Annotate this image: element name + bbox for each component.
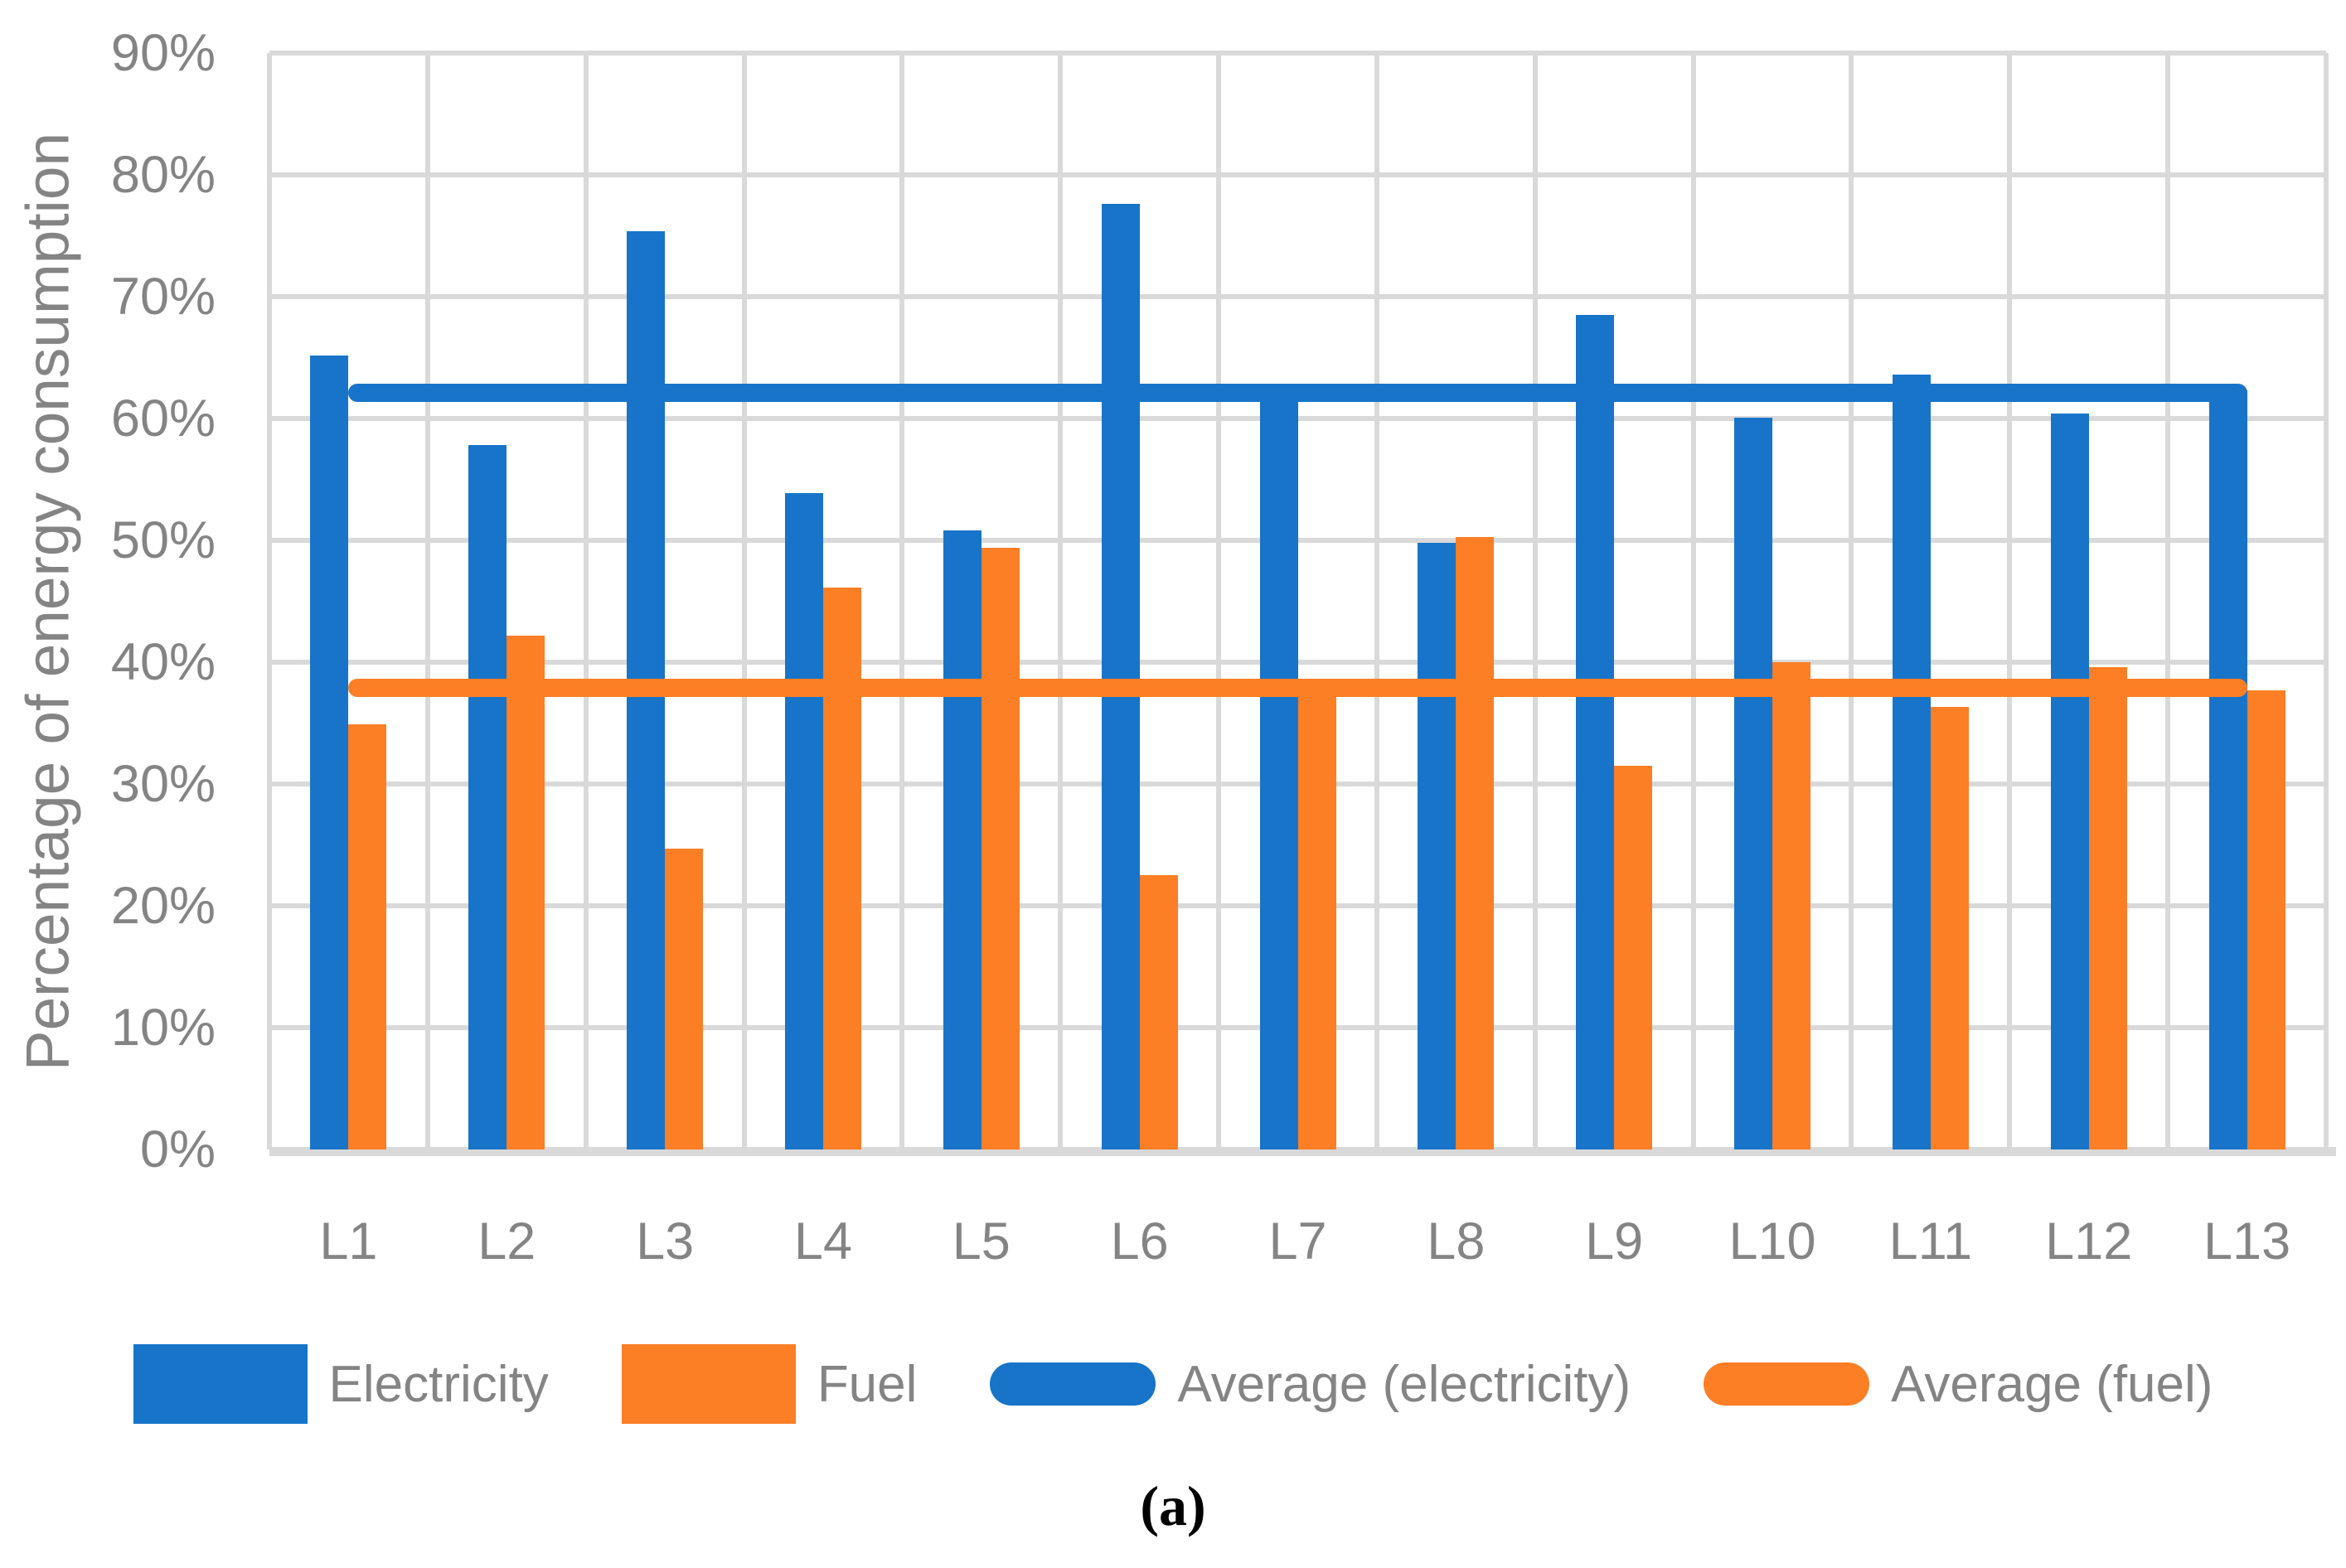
xtick-L3: L3 — [636, 1212, 695, 1270]
gridline-v-5 — [1058, 53, 1064, 1149]
average-electricity-line-swatch — [990, 1362, 1156, 1406]
electricity-swatch — [133, 1344, 308, 1424]
gridline-v-8 — [1532, 53, 1538, 1149]
bar-electricity-L9 — [1576, 315, 1615, 1149]
bar-electricity-L2 — [468, 445, 507, 1149]
gridline-v-12 — [2165, 53, 2171, 1149]
bar-fuel-L13 — [2247, 690, 2285, 1149]
average-fuel-line — [348, 678, 2247, 697]
xtick-L8: L8 — [1427, 1212, 1486, 1270]
xtick-L4: L4 — [793, 1212, 852, 1270]
gridline-h-60 — [269, 416, 2326, 421]
fuel-swatch — [621, 1344, 796, 1424]
ytick-40: 40% — [110, 633, 216, 691]
ytick-30: 30% — [110, 755, 216, 813]
gridline-v-1 — [424, 53, 430, 1149]
bar-electricity-L5 — [943, 530, 982, 1149]
legend-item-average-electricity: Average (electricity) — [990, 1355, 1631, 1414]
bar-fuel-L1 — [348, 724, 387, 1149]
gridline-v-10 — [1849, 53, 1854, 1149]
legend-label-electricity: Electricity — [328, 1355, 549, 1413]
xtick-L10: L10 — [1728, 1212, 1816, 1270]
bar-electricity-L1 — [310, 355, 349, 1149]
gridline-h-90 — [269, 51, 2326, 56]
xtick-L1: L1 — [319, 1212, 378, 1270]
legend-item-average-fuel: Average (fuel) — [1704, 1355, 2213, 1414]
bar-electricity-L11 — [1892, 375, 1931, 1149]
bar-fuel-L5 — [981, 547, 1020, 1149]
bar-electricity-L12 — [2050, 414, 2089, 1149]
ytick-20: 20% — [110, 877, 216, 935]
average-electricity-line — [348, 384, 2247, 403]
gridline-v-13 — [2324, 53, 2329, 1149]
bar-electricity-L13 — [2208, 390, 2247, 1149]
bar-fuel-L3 — [665, 848, 704, 1149]
ytick-90: 90% — [110, 24, 216, 82]
xtick-L2: L2 — [477, 1212, 536, 1270]
bar-fuel-L7 — [1297, 687, 1336, 1149]
xtick-L6: L6 — [1110, 1212, 1169, 1270]
xtick-L7: L7 — [1268, 1212, 1327, 1270]
legend: Electricity Fuel Average (electricity) A… — [0, 1344, 2346, 1424]
legend-label-fuel: Fuel — [817, 1355, 918, 1413]
gridline-h-70 — [269, 294, 2326, 299]
gridline-v-7 — [1374, 53, 1379, 1149]
ytick-0: 0% — [139, 1120, 216, 1178]
ytick-70: 70% — [110, 268, 216, 326]
bar-fuel-L9 — [1614, 765, 1653, 1149]
xtick-L11: L11 — [1888, 1212, 1973, 1270]
gridline-v-4 — [899, 53, 905, 1149]
bar-fuel-L4 — [822, 588, 861, 1149]
bar-fuel-L8 — [1456, 536, 1495, 1149]
bar-electricity-L4 — [784, 492, 823, 1149]
gridline-h-80 — [269, 172, 2326, 177]
bar-electricity-L8 — [1418, 542, 1457, 1149]
gridline-v-0 — [267, 53, 272, 1149]
xtick-L12: L12 — [2045, 1212, 2133, 1270]
gridline-h-50 — [269, 538, 2326, 543]
bar-fuel-L12 — [2088, 666, 2127, 1149]
xtick-L5: L5 — [952, 1212, 1011, 1270]
legend-item-fuel: Fuel — [621, 1344, 918, 1424]
bar-fuel-L10 — [1772, 662, 1811, 1149]
gridline-v-3 — [741, 53, 747, 1149]
gridline-v-6 — [1216, 53, 1222, 1149]
average-fuel-line-swatch — [1704, 1362, 1870, 1406]
bar-fuel-L11 — [1930, 707, 1969, 1149]
xtick-L9: L9 — [1585, 1212, 1644, 1270]
xtick-L13: L13 — [2203, 1212, 2291, 1270]
ytick-80: 80% — [110, 146, 216, 204]
bar-fuel-L6 — [1139, 875, 1178, 1149]
bar-fuel-L2 — [507, 635, 545, 1149]
legend-label-average-electricity: Average (electricity) — [1177, 1355, 1631, 1413]
x-axis-line — [269, 1147, 2336, 1156]
ytick-60: 60% — [110, 390, 216, 448]
legend-label-average-fuel: Average (fuel) — [1891, 1355, 2213, 1413]
ytick-10: 10% — [110, 999, 216, 1057]
bar-electricity-L7 — [1259, 394, 1298, 1149]
bar-electricity-L10 — [1734, 417, 1773, 1149]
caption: (a) — [1140, 1474, 1206, 1537]
bar-electricity-L6 — [1101, 204, 1140, 1149]
gridline-v-2 — [583, 53, 589, 1149]
legend-item-electricity: Electricity — [133, 1344, 549, 1424]
gridline-h-40 — [269, 660, 2326, 665]
gridline-v-11 — [2007, 53, 2013, 1149]
gridline-v-9 — [1690, 53, 1696, 1149]
ytick-50: 50% — [110, 511, 216, 569]
